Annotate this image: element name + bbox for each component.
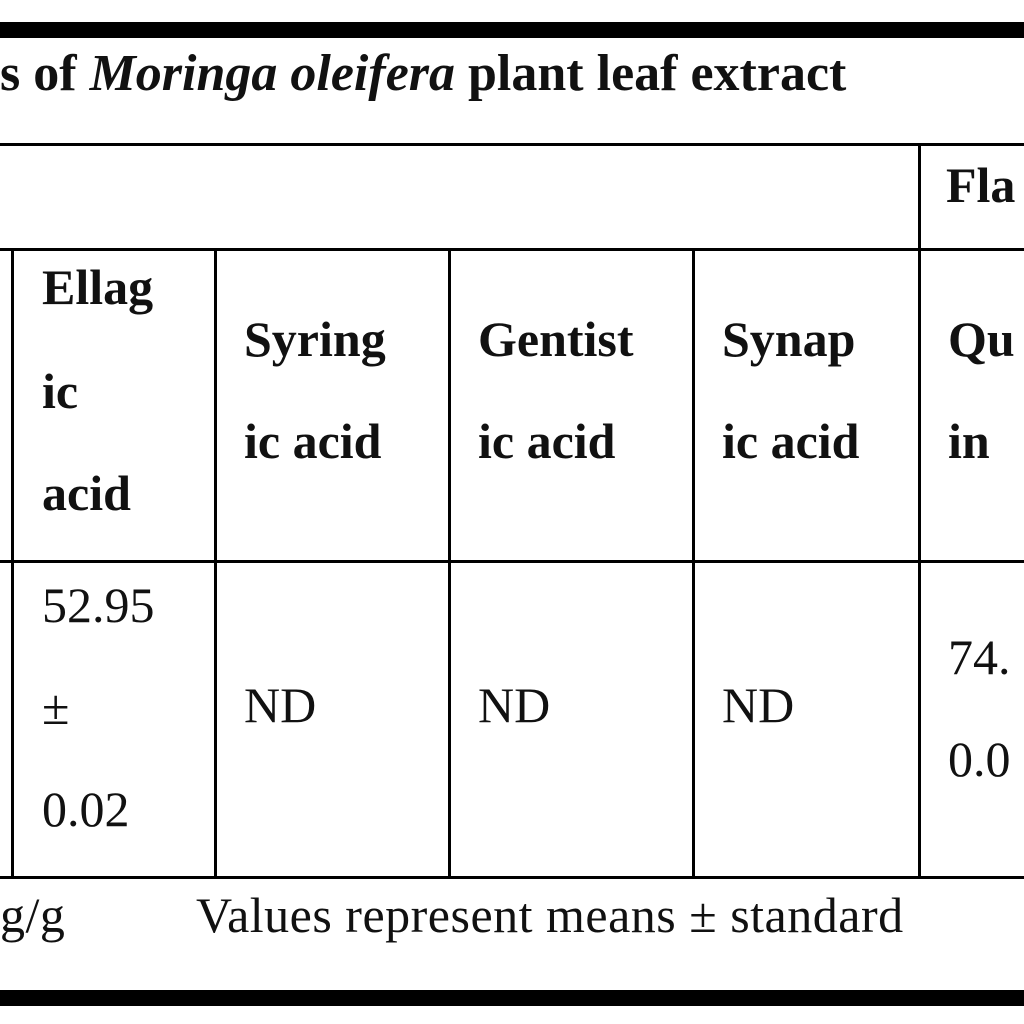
col-header-gentisic-1: Gentist	[478, 311, 634, 367]
header-top-line	[0, 143, 1024, 146]
col-header-synapic-2: ic acid	[722, 413, 860, 469]
data-row-line	[0, 560, 1024, 563]
cell-gentisic: ND	[478, 677, 551, 733]
cell-ellagic-line3: 0.02	[42, 781, 130, 837]
col-divider-2	[448, 248, 451, 879]
col-header-syringic-1: Syring	[244, 311, 386, 367]
cell-quercetin-line1: 74.	[948, 629, 1011, 685]
col-header-ellagic-2: ic	[42, 363, 79, 419]
table-bottom-line	[0, 876, 1024, 879]
col-header-quercetin-1: Qu	[948, 311, 1015, 367]
cell-ellagic-line1: 52.95	[42, 577, 155, 633]
col-header-ellagic-3: acid	[42, 465, 131, 521]
footnote-text: Values represent means ± standard	[196, 887, 904, 943]
table-caption: s of Moringa oleifera plant leaf extract	[0, 48, 846, 100]
footnote-unit: g/g	[0, 887, 66, 943]
cell-synapic: ND	[722, 677, 795, 733]
col-divider-0	[11, 248, 14, 879]
col-header-ellagic-1: Ellag	[42, 259, 154, 315]
caption-prefix: s of	[0, 45, 90, 102]
column-header-line	[0, 248, 1024, 251]
cell-quercetin-line2: 0.0	[948, 731, 1011, 787]
caption-species: Moringa oleifera	[89, 45, 456, 102]
bottom-rule	[0, 990, 1024, 1006]
group-header-flavonoids: Fla	[946, 157, 1016, 213]
col-divider-3	[692, 248, 695, 879]
top-rule	[0, 22, 1024, 38]
col-header-gentisic-2: ic acid	[478, 413, 616, 469]
col-header-syringic-2: ic acid	[244, 413, 382, 469]
col-divider-4	[918, 143, 921, 879]
col-header-quercetin-2: in	[948, 413, 990, 469]
cell-ellagic-line2: ±	[42, 679, 70, 735]
caption-suffix: plant leaf extract	[455, 45, 847, 102]
col-header-synapic-1: Synap	[722, 311, 856, 367]
col-divider-1	[214, 248, 217, 879]
cell-syringic: ND	[244, 677, 317, 733]
